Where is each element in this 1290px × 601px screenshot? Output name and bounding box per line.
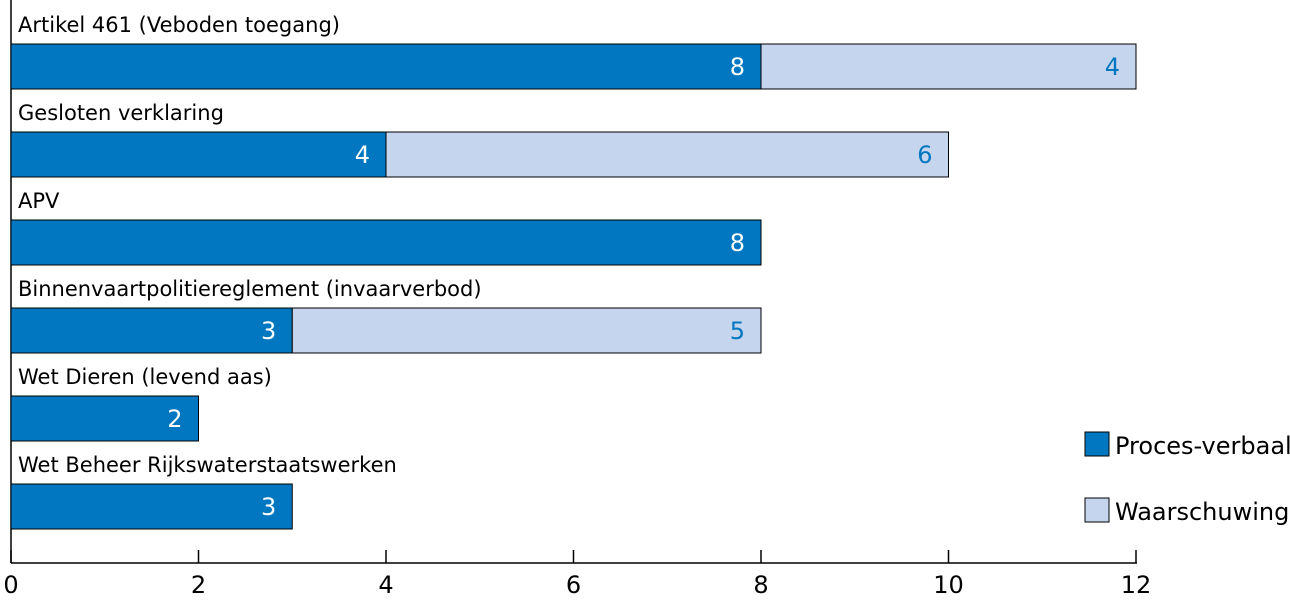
category-label: APV: [18, 189, 60, 213]
data-label: 2: [167, 405, 182, 433]
bar-segment: [10, 43, 762, 90]
data-label: 8: [730, 53, 745, 81]
category-label: Binnenvaartpolitiereglement (invaarverbo…: [18, 277, 482, 301]
category-label: Wet Beheer Rijkswaterstaatswerken: [18, 453, 397, 477]
bar-segment: [10, 483, 293, 530]
legend-swatch: [1084, 431, 1110, 457]
x-tick-label: 0: [3, 571, 18, 599]
bar-segment: [10, 307, 293, 354]
x-tick-label: 12: [1121, 571, 1152, 599]
bar-segment: [385, 131, 949, 178]
data-label: 4: [1105, 53, 1120, 81]
x-tick-label: 2: [191, 571, 206, 599]
category-label: Wet Dieren (levend aas): [18, 365, 272, 389]
bar-segment: [10, 219, 762, 266]
x-tick-label: 4: [378, 571, 393, 599]
data-label: 3: [261, 317, 276, 345]
data-label: 5: [730, 317, 745, 345]
data-label: 3: [261, 493, 276, 521]
legend-swatch: [1084, 497, 1110, 523]
data-label: 8: [730, 229, 745, 257]
bar-segment: [10, 395, 199, 442]
data-label: 6: [917, 141, 932, 169]
legend-label: Proces-verbaal: [1115, 432, 1290, 460]
x-tick-label: 8: [753, 571, 768, 599]
category-label: Gesloten verklaring: [18, 101, 224, 125]
data-label: 4: [355, 141, 370, 169]
x-tick-label: 10: [933, 571, 964, 599]
bar-segment: [291, 307, 762, 354]
bar-segment: [760, 43, 1137, 90]
legend-label: Waarschuwing: [1115, 498, 1289, 526]
x-tick-label: 6: [566, 571, 581, 599]
bar-segment: [10, 131, 387, 178]
category-label: Artikel 461 (Veboden toegang): [18, 13, 340, 37]
